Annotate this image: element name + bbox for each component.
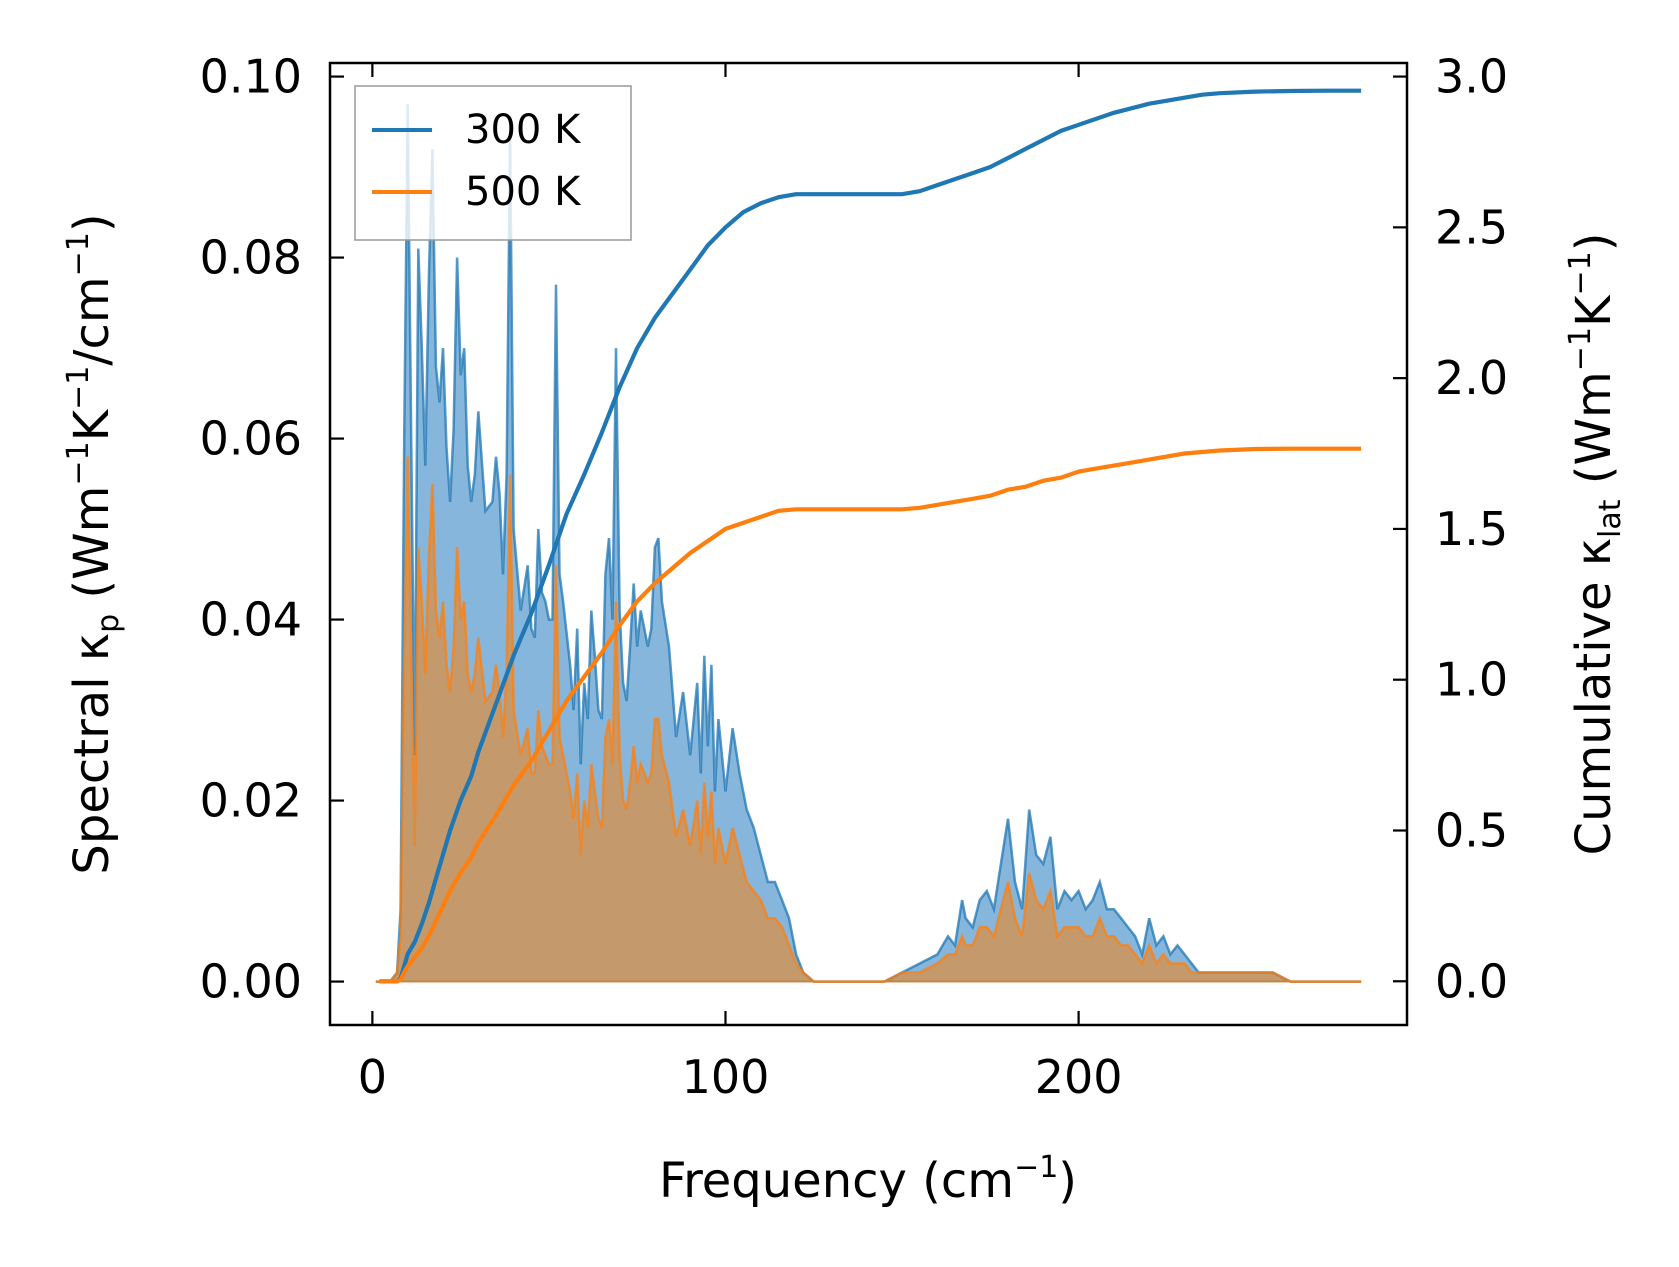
spectral-line-500k — [375, 456, 1362, 983]
y-tick-label-right: 1.5 — [1435, 502, 1508, 556]
legend: 300 K 500 K — [354, 85, 632, 241]
y-tick-label-left: 0.06 — [200, 412, 302, 466]
y-axis-label-left: Spectral κp (Wm−1K−1/cm−1) — [61, 213, 126, 874]
y-tick-label-right: 0.0 — [1435, 954, 1508, 1008]
spectral-line-300k — [375, 103, 1362, 983]
series-lines — [375, 88, 1362, 984]
y-axis-label-right: Cumulative κlat (Wm−1K−1) — [1563, 233, 1628, 856]
y-tick-label-right: 2.5 — [1435, 200, 1508, 254]
legend-box — [354, 85, 632, 241]
y-tick-label-right: 2.0 — [1435, 351, 1508, 405]
y-tick-label-left: 0.00 — [200, 955, 302, 1009]
spectral-fill-300k — [375, 103, 1362, 982]
y-tick-label-left: 0.08 — [200, 231, 302, 285]
legend-label-500k: 500 K — [465, 169, 582, 215]
x-axis-label: Frequency (cm−1) — [659, 1150, 1077, 1209]
y-tick-label-left: 0.04 — [200, 593, 302, 647]
y-tick-label-right: 0.5 — [1435, 803, 1508, 857]
spectral-fill-500k — [375, 456, 1362, 982]
x-tick-label: 100 — [682, 1050, 770, 1104]
y-tick-label-left: 0.02 — [200, 774, 302, 828]
cumulative-line-500k — [379, 446, 1362, 984]
legend-label-300k: 300 K — [465, 107, 582, 153]
x-tick-label: 0 — [358, 1050, 387, 1104]
cumulative-line-300k — [379, 88, 1362, 984]
axis-tick-labels: 0 100 200 0.00 0.02 0.04 0.06 0.08 0.10 0.0 0.5 1.0… — [200, 50, 1509, 1104]
y-tick-label-right: 1.0 — [1435, 653, 1508, 707]
axis-ticks — [330, 63, 1407, 1025]
spectral-fills — [375, 103, 1362, 982]
plot-frame — [328, 61, 1409, 1027]
x-tick-label: 200 — [1035, 1050, 1123, 1104]
y-tick-label-left: 0.10 — [200, 50, 302, 104]
y-tick-label-right: 3.0 — [1435, 50, 1508, 104]
